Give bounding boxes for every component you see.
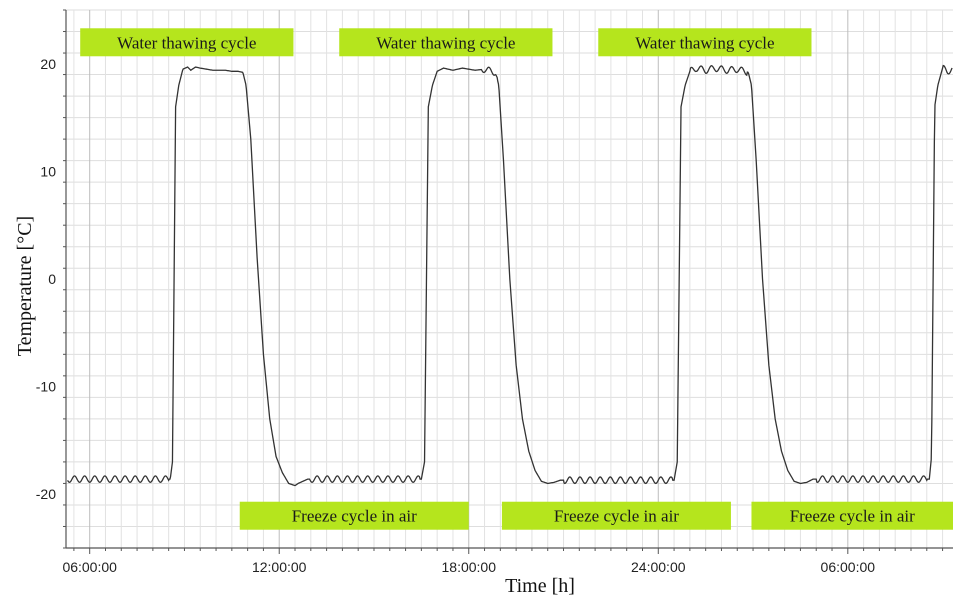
x-tick-label: 06:00:00 (62, 559, 117, 575)
annotation-label: Water thawing cycle (117, 33, 256, 52)
annotation-band (239, 501, 469, 530)
annotation-label: Water thawing cycle (376, 33, 515, 52)
y-tick-labels: 20 10 0 -10 -20 (36, 56, 56, 502)
y-tick-label: 20 (40, 56, 56, 72)
annotation-label: Water thawing cycle (635, 33, 774, 52)
y-tick-label: 10 (40, 163, 56, 179)
x-tick-label: 06:00:00 (821, 559, 876, 575)
annotation-bands: Water thawing cycle Water thawing cycle Wa… (80, 28, 953, 530)
annotation-band (501, 501, 731, 530)
temperature-series-line (67, 64, 953, 487)
y-axis-title: Temperature [°C] (14, 216, 36, 356)
annotation-band (598, 28, 812, 57)
x-tick-label: 18:00:00 (442, 559, 497, 575)
x-tick-label: 24:00:00 (631, 559, 686, 575)
y-tick-label: -20 (36, 486, 56, 502)
x-tick-labels: 06:00:00 12:00:00 18:00:00 24:00:00 06:00:00 (62, 559, 875, 575)
annotation-label: Freeze cycle in air (790, 507, 915, 526)
grid-lines (66, 9, 953, 549)
axes (63, 9, 953, 554)
x-tick-label: 12:00:00 (252, 559, 307, 575)
y-tick-label: 0 (48, 271, 56, 287)
annotation-band (339, 28, 553, 57)
annotation-band (80, 28, 294, 57)
y-tick-label: -10 (36, 379, 56, 395)
annotation-label: Freeze cycle in air (554, 507, 679, 526)
annotation-band (751, 501, 953, 530)
x-axis-title: Time [h] (505, 575, 575, 597)
annotation-label: Freeze cycle in air (292, 507, 417, 526)
